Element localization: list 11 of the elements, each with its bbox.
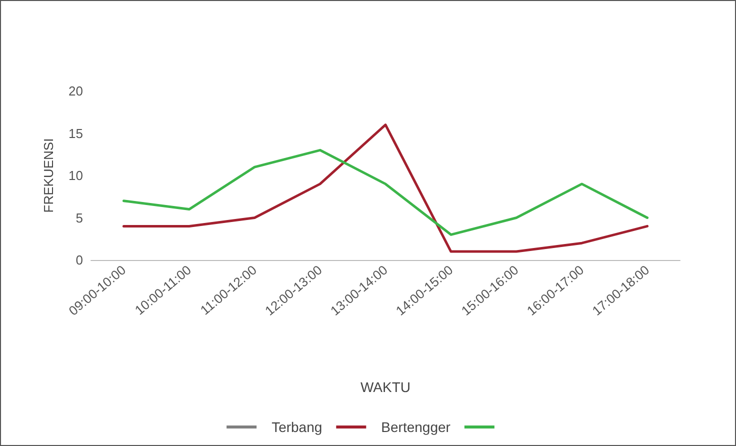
legend-label: Terbang <box>272 419 322 435</box>
y-tick-label: 5 <box>76 210 83 226</box>
y-tick-label: 10 <box>68 168 83 183</box>
line-series <box>122 148 649 236</box>
y-tick-label: 0 <box>76 252 83 268</box>
x-axis-title: WAKTU <box>360 379 411 395</box>
line-series <box>122 124 649 253</box>
y-tick-label: 15 <box>68 126 83 141</box>
y-tick-label: 20 <box>68 84 83 98</box>
y-axis-title: FREKUENSI <box>41 138 56 213</box>
legend-label: Bertengger <box>381 419 451 435</box>
